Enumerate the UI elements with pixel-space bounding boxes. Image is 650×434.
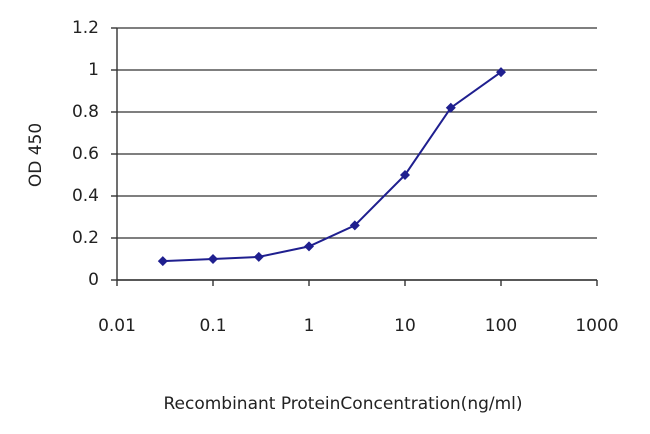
x-tick-label: 0.1 [199,316,226,336]
x-tick-label: 1 [304,316,315,336]
data-point [253,251,264,262]
data-point [400,170,410,180]
y-tick-label: 1 [88,60,99,80]
y-tick-label: 0.6 [72,144,99,164]
data-point [208,254,218,264]
y-tick-label: 0.4 [72,186,99,206]
data-point [157,256,168,267]
y-tick-label: 0.2 [72,228,99,248]
data-point [445,102,456,113]
x-tick-label: 100 [485,316,517,336]
y-tick-label: 0 [88,270,99,290]
data-point [349,220,360,231]
x-axis-label: Recombinant ProteinConcentration(ng/ml) [163,394,522,414]
x-tick-label: 0.01 [98,316,136,336]
data-line [162,71,502,263]
y-tick-label: 0.8 [72,102,99,122]
data-point [496,67,506,78]
y-axis-label: OD 450 [26,123,46,187]
data-point [304,241,314,252]
x-tick-label: 1000 [575,316,618,336]
x-tick-label: 10 [394,316,416,336]
y-tick-label: 1.2 [72,18,99,38]
